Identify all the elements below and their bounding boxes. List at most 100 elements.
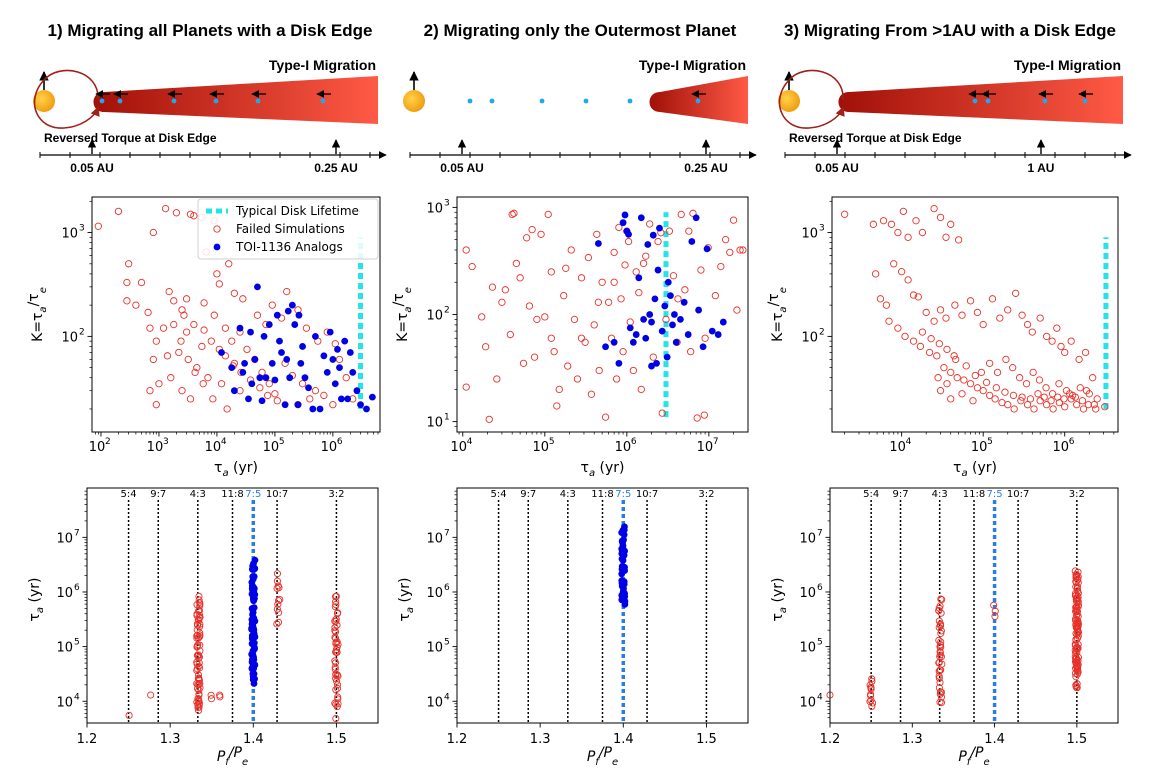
failed-simulation-point [879, 217, 888, 225]
failed-simulation-point [947, 368, 955, 377]
failed-simulation-point [194, 641, 202, 649]
x-tick-label: 1.5 [326, 732, 347, 747]
tick-label-exp: 6 [817, 583, 823, 593]
failed-simulation-point [194, 634, 202, 642]
failed-simulation-point [935, 674, 943, 682]
analog-point [637, 214, 645, 222]
migration-label: Type-I Migration [269, 57, 376, 73]
failed-simulation-point [1092, 405, 1100, 413]
legend-label-analog: TOI-1136 Analogs [235, 240, 343, 254]
failed-simulation-point [1002, 355, 1010, 364]
failed-simulation-point [1009, 363, 1017, 372]
failed-simulation-point [697, 266, 705, 274]
analog-point [320, 352, 328, 360]
failed-simulation-point [1060, 395, 1068, 403]
axes-frame [456, 487, 749, 724]
failed-simulation-point [547, 334, 555, 342]
failed-simulation-point [485, 415, 493, 423]
failed-simulation-point [498, 298, 506, 306]
failed-simulation-point [195, 686, 203, 694]
resonance-label: 10:7 [266, 489, 288, 500]
failed-simulation-point [962, 362, 970, 370]
failed-simulation-point [273, 577, 281, 585]
failed-simulation-point [331, 340, 339, 348]
failed-simulation-point [146, 387, 154, 395]
failed-simulation-point [1078, 397, 1087, 405]
failed-simulation-point [204, 374, 212, 382]
tick-label-exp: 7 [444, 528, 450, 538]
failed-simulation-point [528, 225, 536, 234]
failed-simulation-point [564, 362, 572, 370]
axes-frame [829, 487, 1119, 724]
failed-simulation-point [124, 260, 133, 268]
failed-simulation-point [342, 374, 350, 382]
x-tick-label: 1.3 [160, 732, 181, 747]
failed-simulation-point [598, 278, 606, 286]
failed-simulation-point [1036, 314, 1044, 322]
torque-loop-icon [33, 69, 100, 129]
failed-simulation-point [567, 246, 575, 254]
failed-simulation-point [1076, 384, 1084, 392]
failed-simulation-point [332, 671, 340, 679]
analog-point [291, 321, 299, 328]
y-axis-label: τa (yr) [770, 578, 789, 622]
analog-point [684, 331, 692, 338]
failed-simulation-point [311, 387, 320, 395]
failed-simulation-point [1042, 401, 1051, 409]
failed-simulation-point [1015, 374, 1024, 382]
failed-simulation-point [196, 679, 204, 687]
analog-point [316, 405, 324, 413]
failed-simulation-point [273, 570, 281, 578]
diagram-row: Type-I Migration Reversed Torque at Disk … [33, 57, 1132, 175]
y-axis-label: τa (yr) [397, 578, 416, 622]
failed-simulation-point [739, 246, 747, 254]
analog-point [299, 343, 306, 350]
analog-point [334, 345, 341, 353]
tick-label-exp: 4 [906, 437, 912, 447]
failed-simulation-point [1073, 607, 1081, 615]
failed-simulation-point [1101, 403, 1109, 411]
failed-simulation-point [320, 391, 328, 400]
analog-point [249, 670, 257, 678]
planet-dot [1082, 98, 1088, 104]
failed-simulation-point [958, 311, 966, 319]
failed-simulation-point [274, 600, 282, 608]
analog-point [632, 331, 640, 338]
failed-simulation-point [275, 597, 283, 605]
y-tick-label: 10 6 [56, 583, 80, 601]
failed-simulation-point [930, 204, 938, 213]
y-tick-label: 10 3 [61, 224, 84, 242]
tick-label-exp: 4 [74, 692, 80, 702]
failed-simulation-point [693, 414, 701, 422]
k-scatter-panel-3: 10 4 10 5 10 610 210 3τa (yr)K=τa/τe [766, 196, 1119, 479]
failed-simulation-point [612, 375, 621, 383]
failed-simulation-point [194, 651, 202, 659]
failed-simulation-point [194, 615, 202, 624]
analog-point [670, 311, 678, 318]
failed-simulation-point [936, 602, 944, 610]
analog-point [353, 387, 361, 395]
failed-simulation-point [172, 209, 181, 217]
failed-simulation-point [1004, 401, 1012, 409]
tick-label-exp: 1 [444, 413, 450, 423]
failed-simulation-point [665, 227, 674, 235]
x-tick-label: 1.4 [984, 732, 1005, 747]
x-axis-label: Pf/Pe [958, 745, 989, 768]
y-tick-label: 10 6 [799, 583, 823, 601]
panel-title-3: 3) Migrating From >1AU with a Disk Edge [784, 21, 1116, 40]
failed-simulation-point [207, 337, 215, 345]
failed-simulation-point [123, 297, 131, 305]
failed-simulation-point [936, 306, 945, 314]
tick-label-base: 10 [61, 330, 78, 345]
y-axis-label: K=τa/τe [26, 287, 49, 342]
analog-point [248, 632, 256, 640]
failed-simulation-point [914, 293, 922, 301]
failed-simulation-point [871, 270, 880, 278]
failed-simulation-point [1026, 395, 1035, 403]
tick-label-exp: 5 [549, 437, 555, 447]
resonance-label: 5:4 [863, 489, 879, 500]
planet-dot [117, 98, 123, 104]
tick-label-base: 10 [533, 440, 550, 455]
failed-simulation-point [519, 359, 528, 367]
